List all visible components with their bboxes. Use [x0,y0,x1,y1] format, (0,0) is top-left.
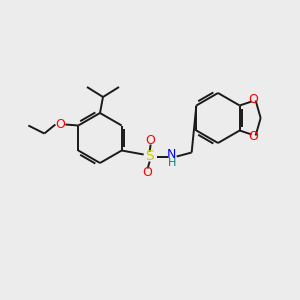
Text: H: H [167,158,176,169]
Text: O: O [249,130,259,143]
Text: O: O [56,118,65,131]
Text: O: O [249,93,259,106]
Text: O: O [143,166,153,179]
Text: N: N [167,148,176,161]
Text: S: S [145,149,154,164]
Text: O: O [146,134,156,147]
